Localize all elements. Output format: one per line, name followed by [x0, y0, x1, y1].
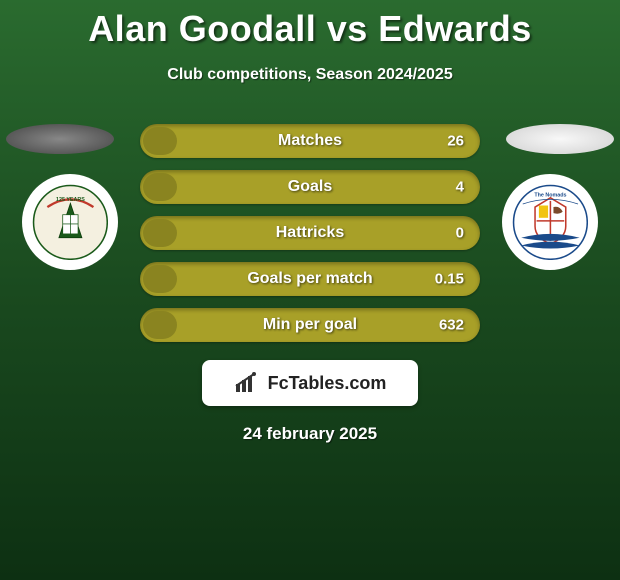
page-title: Alan Goodall vs Edwards	[0, 0, 620, 50]
bar-inner	[143, 311, 177, 339]
stat-label: Hattricks	[276, 224, 344, 242]
chart-icon	[234, 372, 262, 394]
stat-bar-min-per-goal: Min per goal 632	[140, 308, 480, 342]
stat-bar-goals: Goals 4	[140, 170, 480, 204]
crest-right-icon: The Nomads	[512, 184, 589, 261]
stat-row: Min per goal 632	[0, 308, 620, 342]
bar-inner	[143, 219, 177, 247]
club-crest-left: 125 YEARS	[22, 174, 118, 270]
stat-label: Goals	[288, 178, 332, 196]
logo-text: FcTables.com	[268, 373, 387, 394]
stat-label: Min per goal	[263, 316, 357, 334]
stat-bar-matches: Matches 26	[140, 124, 480, 158]
stat-value: 26	[447, 133, 464, 150]
crest-left-icon: 125 YEARS	[32, 184, 109, 261]
date-label: 24 february 2025	[0, 424, 620, 444]
stat-value: 0.15	[435, 271, 464, 288]
svg-text:The Nomads: The Nomads	[534, 192, 566, 198]
disc-left	[6, 124, 114, 154]
bar-inner	[143, 265, 177, 293]
stat-value: 0	[456, 225, 464, 242]
stat-value: 632	[439, 317, 464, 334]
svg-text:125 YEARS: 125 YEARS	[56, 196, 85, 202]
club-crest-right: The Nomads	[502, 174, 598, 270]
stat-value: 4	[456, 179, 464, 196]
stat-bar-goals-per-match: Goals per match 0.15	[140, 262, 480, 296]
stat-row: Goals per match 0.15	[0, 262, 620, 296]
disc-right	[506, 124, 614, 154]
bar-inner	[143, 173, 177, 201]
subtitle: Club competitions, Season 2024/2025	[0, 66, 620, 84]
stats-area: 125 YEARS The Nomads Matches 26 Goals 4	[0, 124, 620, 342]
stat-label: Goals per match	[247, 270, 372, 288]
stat-bar-hattricks: Hattricks 0	[140, 216, 480, 250]
source-logo: FcTables.com	[202, 360, 418, 406]
stat-label: Matches	[278, 132, 342, 150]
bar-inner	[143, 127, 177, 155]
